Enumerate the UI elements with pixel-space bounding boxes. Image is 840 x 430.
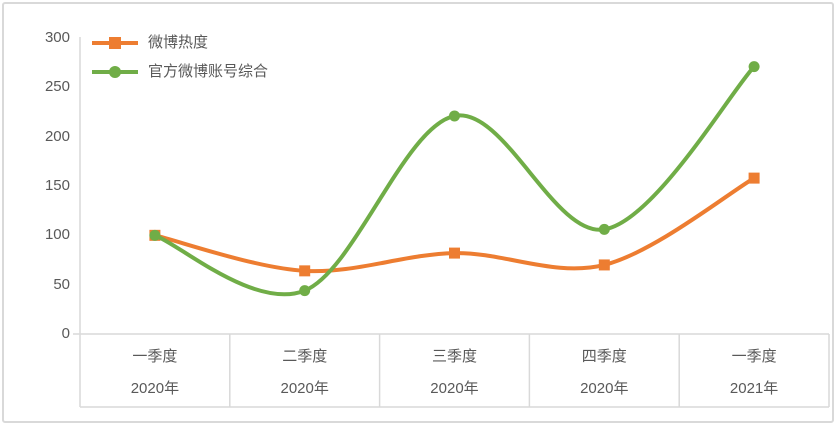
y-tick-label: 250	[44, 78, 70, 96]
x-category-year-label: 2020年	[280, 380, 329, 397]
data-point-circle	[449, 110, 460, 122]
data-point-circle	[149, 229, 161, 241]
x-category-cell: 二季度 2020年	[230, 334, 380, 407]
legend-label: 官方微博账号综合	[148, 63, 269, 80]
x-category-quarter-label: 一季度	[731, 348, 777, 365]
y-tick-label: 150	[44, 177, 70, 194]
x-category-year-label: 2020年	[130, 380, 180, 397]
x-category-cell: 一季度 2021年	[679, 334, 829, 407]
data-point-circle	[748, 61, 760, 73]
chart-border	[2, 2, 834, 423]
x-category-cell: 一季度 2020年	[80, 334, 230, 407]
y-tick-label: 0	[61, 325, 70, 342]
x-category-cell: 三季度 2020年	[380, 334, 530, 407]
legend-item-0: 微博热度	[92, 34, 208, 52]
y-tick-label: 300	[44, 29, 70, 46]
legend-square-marker-icon	[92, 34, 138, 52]
x-category-quarter-label: 四季度	[581, 348, 627, 365]
data-point-square	[598, 259, 610, 271]
y-tick-label: 50	[53, 275, 70, 293]
x-category-quarter-label: 一季度	[132, 348, 178, 365]
legend-circle-marker-icon	[92, 63, 138, 81]
data-point-square	[748, 172, 760, 184]
data-point-circle	[299, 285, 311, 297]
legend-label: 微博热度	[148, 34, 209, 51]
x-category-year-label: 2020年	[430, 380, 479, 397]
legend-item-1: 官方微博账号综合	[92, 63, 268, 81]
x-category-quarter-label: 二季度	[282, 348, 328, 365]
data-point-square	[449, 247, 460, 259]
y-tick-label: 200	[44, 127, 70, 145]
data-point-circle	[598, 223, 610, 235]
data-point-square	[299, 265, 311, 277]
y-tick-label: 100	[44, 226, 70, 244]
x-category-cell: 四季度 2020年	[529, 334, 679, 407]
x-category-year-label: 2021年	[729, 380, 779, 397]
x-category-year-label: 2020年	[580, 380, 629, 397]
x-category-quarter-label: 三季度	[431, 348, 477, 365]
